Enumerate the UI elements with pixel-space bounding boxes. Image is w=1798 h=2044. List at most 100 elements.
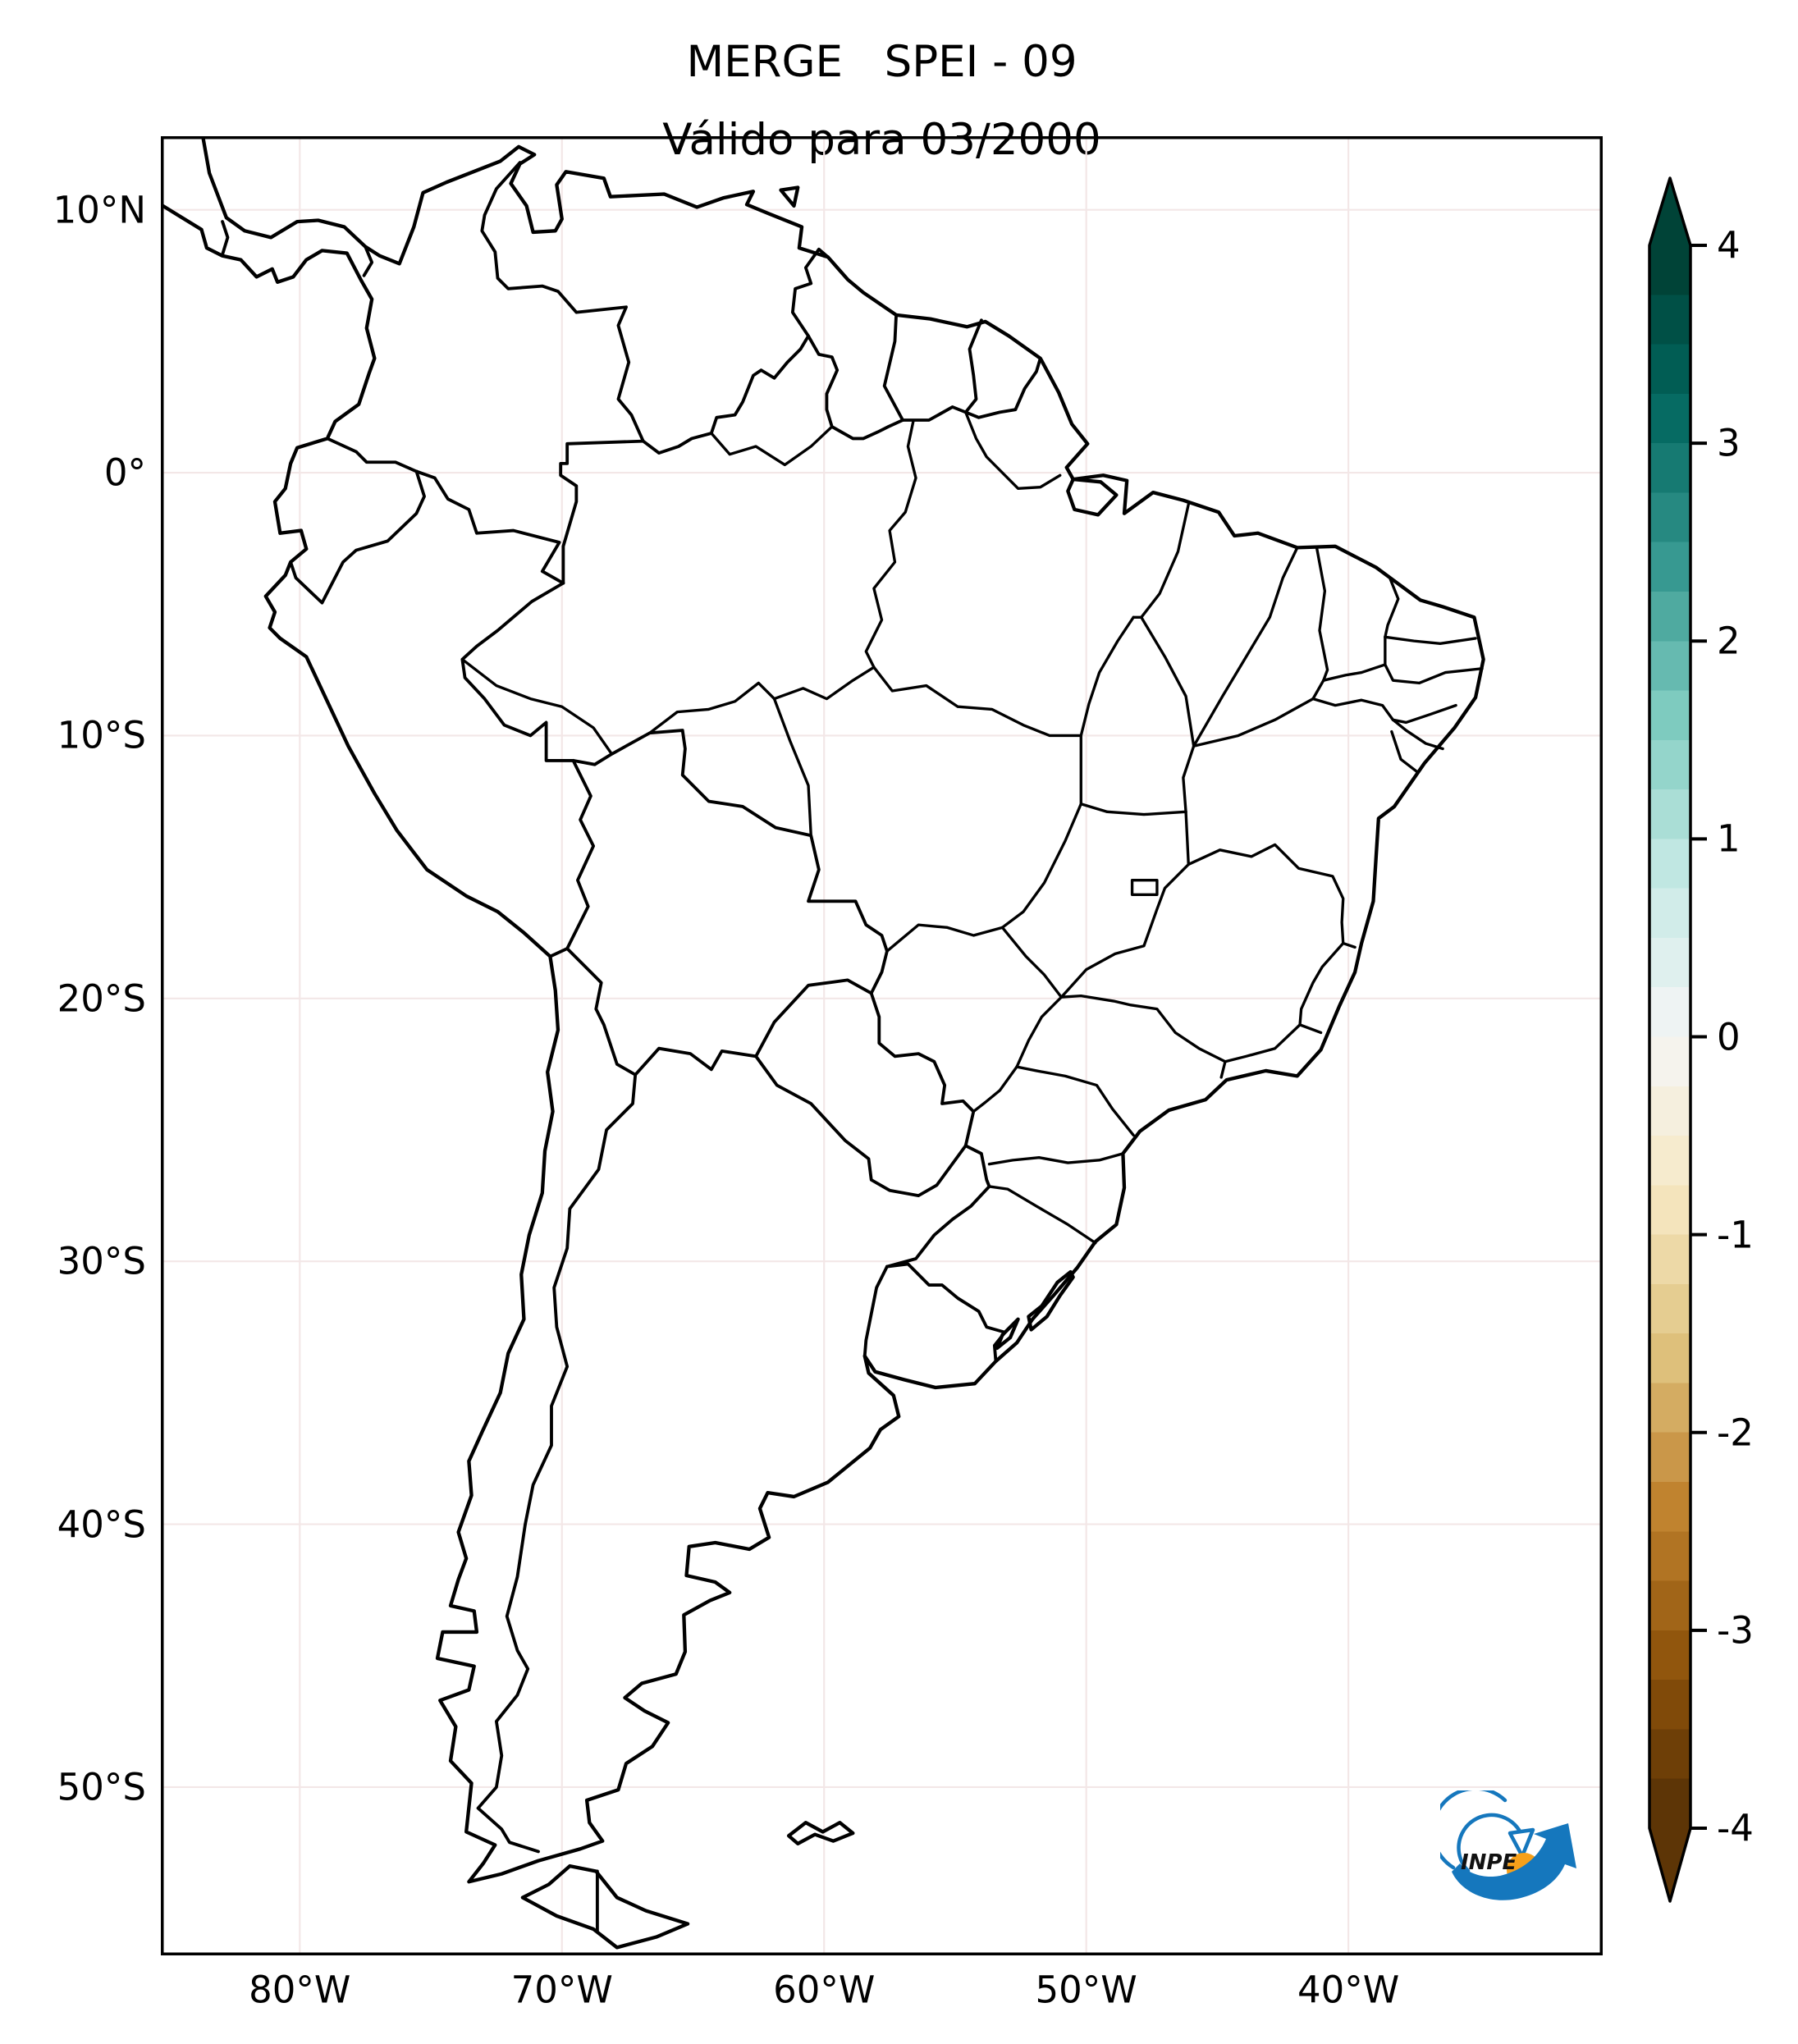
state-rr-am — [710, 425, 834, 467]
logo-text: INPE — [1461, 1850, 1517, 1875]
logo-up-arrow-icon — [1452, 1823, 1576, 1900]
state-pr-sc — [987, 1152, 1125, 1166]
border-ecuador-peru — [289, 469, 426, 605]
lat-tick-label: 20°S — [57, 976, 146, 1021]
border-guiana-brazil — [963, 356, 1042, 419]
state-se-ba — [1390, 729, 1420, 774]
border-bolivia-paraguay — [754, 978, 873, 1059]
state-pb-pe — [1384, 635, 1484, 685]
state-ms-sp — [1015, 995, 1064, 1068]
border-uruguay-argentina — [862, 1264, 889, 1358]
state-al-se — [1391, 718, 1444, 751]
map-canvas — [161, 136, 1603, 1955]
coastline — [161, 136, 1485, 1884]
border-panama-colombia — [362, 245, 374, 277]
state-mg-sp — [1059, 994, 1227, 1063]
state-ba-es — [1342, 941, 1357, 949]
state-pa-ma — [1132, 502, 1190, 619]
border-suriname-brazil — [901, 405, 968, 422]
inpe-logo: INPE — [1440, 1790, 1576, 1900]
lon-tick-label: 80°W — [249, 1968, 351, 2012]
colorbar-tick-label: -1 — [1717, 1213, 1754, 1257]
logo-outer-swirl-icon — [1440, 1790, 1507, 1870]
state-am-ro — [648, 681, 776, 734]
state-go-ms — [1000, 926, 1064, 999]
state-am-pa — [864, 419, 917, 669]
border-bolivia-argentina — [634, 1046, 758, 1077]
island-marajo — [1066, 477, 1119, 517]
colorbar-tick-label: 0 — [1717, 1015, 1741, 1059]
colorbar-tick-label: -4 — [1717, 1806, 1754, 1850]
state-ap-pa — [964, 410, 1062, 490]
state-rn-pb — [1384, 635, 1477, 646]
state-pi-ce — [1315, 547, 1329, 682]
state-mg-rj — [1224, 1023, 1302, 1063]
border-suriname-guiana — [963, 318, 983, 414]
state-am-ac — [460, 657, 614, 756]
colorbar-tick-label: 1 — [1717, 816, 1741, 861]
lon-tick-label: 50°W — [1035, 1968, 1137, 2012]
logo-inner-swirl-icon — [1457, 1813, 1525, 1873]
state-mt-ms — [885, 923, 1004, 953]
state-rj-sp — [1219, 1060, 1227, 1079]
border-argentina-brazil — [885, 1144, 991, 1269]
border-venezuela-brazil — [641, 334, 810, 455]
state-mg-go — [1059, 862, 1190, 999]
state-ms-pr — [972, 1065, 1018, 1113]
state-sc-rs — [987, 1185, 1097, 1245]
lat-tick-label: 10°S — [57, 713, 146, 757]
state-ma-pi — [1192, 546, 1299, 748]
lon-tick-label: 70°W — [510, 1968, 613, 2012]
island-tierra-del-fuego — [520, 1863, 690, 1950]
state-ma-to — [1140, 615, 1196, 748]
border-colombia-ecuador — [325, 437, 419, 473]
lat-tick-label: 0° — [103, 450, 146, 495]
island-falklands — [786, 1821, 855, 1846]
state-pe-al — [1391, 703, 1457, 725]
border-colombia-brazil — [559, 439, 645, 585]
border-guyana-suriname — [882, 313, 904, 422]
colorbar-tick-label: 2 — [1717, 619, 1741, 663]
state-ba-pi — [1192, 697, 1315, 748]
colorbar-gradient-bar — [1648, 176, 1692, 1903]
border-paraguay-argentina — [754, 1054, 968, 1198]
border-peru-bolivia — [565, 758, 596, 950]
title-block: MERGE SPEI - 09 Válido para 03/2000 — [161, 8, 1603, 194]
colorbar-tick-label: -3 — [1717, 1608, 1754, 1653]
border-chile-argentina — [476, 1072, 638, 1854]
state-ro-mt — [772, 697, 812, 837]
state-pa-mt — [872, 665, 1082, 738]
state-ba-mg — [1187, 843, 1345, 945]
figure-title: MERGE SPEI - 09 — [686, 36, 1077, 87]
border-panama-costarica — [221, 220, 230, 257]
state-sp-pr — [1015, 1065, 1135, 1137]
lat-tick-label: 10°N — [53, 188, 146, 232]
border-venezuela-guyana — [790, 247, 830, 338]
colorbar — [1648, 176, 1707, 1903]
state-ce-rn — [1384, 578, 1400, 638]
map-geometry — [161, 136, 1485, 1950]
state-to-go — [1079, 803, 1187, 816]
state-ce-pe — [1322, 663, 1387, 682]
state-pa-to — [1079, 615, 1135, 806]
lon-tick-label: 60°W — [773, 1968, 876, 2012]
border-paraguay-brazil — [869, 991, 976, 1148]
state-ba-go — [1184, 810, 1190, 867]
figure-subtitle: Válido para 03/2000 — [662, 114, 1101, 165]
colorbar-tick-label: 4 — [1717, 223, 1741, 268]
border-colombia-venezuela — [480, 161, 645, 443]
state-go-mt — [1000, 803, 1082, 930]
border-peru-chile — [548, 947, 570, 958]
lat-tick-label: 50°S — [57, 1765, 146, 1809]
border-bolivia-chile — [565, 947, 638, 1077]
state-am-mt — [772, 665, 876, 701]
state-df — [1130, 878, 1159, 896]
border-guyana-brazil — [807, 334, 904, 441]
lat-tick-label: 40°S — [57, 1502, 146, 1547]
colorbar-ticks — [1690, 244, 1707, 1830]
lon-tick-label: 40°W — [1297, 1968, 1400, 2012]
border-peru-brazil — [460, 581, 575, 762]
lagoon-mirim — [995, 1317, 1020, 1351]
state-to-ba — [1182, 744, 1196, 814]
